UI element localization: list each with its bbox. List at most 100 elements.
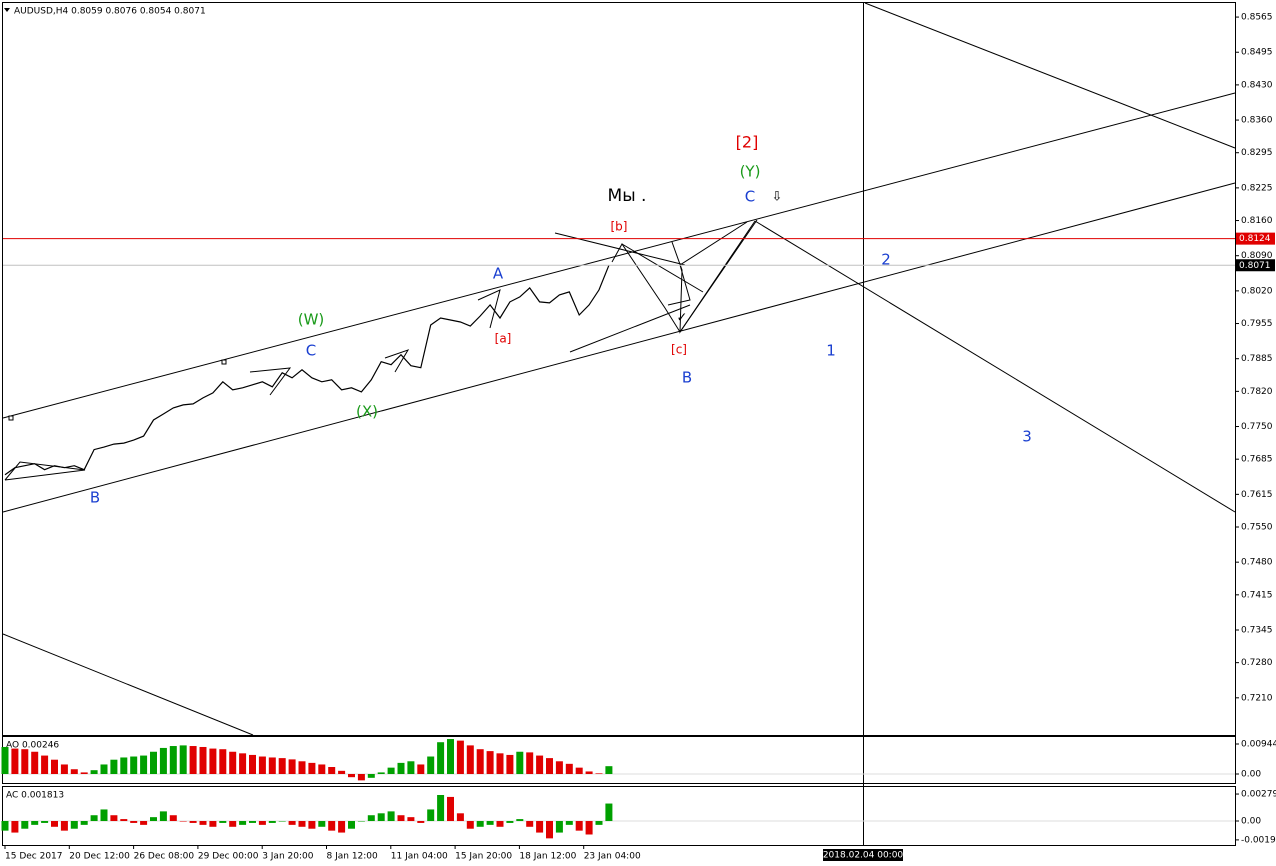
histogram-bar xyxy=(130,821,138,823)
histogram-bar xyxy=(308,821,316,829)
wave-label: Мы . xyxy=(608,186,647,206)
histogram-bar xyxy=(288,821,296,825)
trend-lines xyxy=(2,2,1236,736)
histogram-bar xyxy=(189,746,197,775)
histogram-bar xyxy=(555,821,563,833)
y-tick-label: 0.8430 xyxy=(1241,80,1273,90)
y-tick-label: 0.00 xyxy=(1241,770,1261,780)
histogram-bar xyxy=(387,811,395,822)
triangle xyxy=(477,289,501,329)
histogram-bar xyxy=(328,821,336,831)
histogram-bar xyxy=(11,821,19,833)
histogram-bar xyxy=(318,821,326,827)
cursor-box xyxy=(823,849,903,861)
histogram-bar xyxy=(199,746,207,775)
histogram-bar xyxy=(189,821,197,823)
y-tick-label: 0.7750 xyxy=(1241,422,1273,432)
histogram-bar xyxy=(526,752,534,775)
histogram-bar xyxy=(506,821,514,823)
wave-label: 2 xyxy=(881,251,891,269)
histogram-bar xyxy=(546,821,553,839)
histogram-bar xyxy=(407,817,415,822)
histogram-bar xyxy=(11,748,19,775)
cursor-label: 2018.02.04 00:00 xyxy=(823,851,904,861)
histogram-bar xyxy=(51,821,58,827)
y-tick-label: 0.7685 xyxy=(1241,455,1273,465)
price-box-label: 0.8124 xyxy=(1239,234,1271,244)
histogram-bar xyxy=(41,821,49,823)
histogram-bar xyxy=(268,821,276,823)
y-tick-label: 0.7345 xyxy=(1241,625,1273,635)
histogram-bar xyxy=(150,751,157,775)
wave-path xyxy=(667,221,748,306)
wave-label: C xyxy=(306,342,316,360)
histogram-bar xyxy=(100,764,108,775)
price-line xyxy=(4,265,610,476)
histogram-bar xyxy=(41,755,49,775)
histogram-bar xyxy=(397,815,405,822)
histogram-bar xyxy=(239,753,247,775)
histogram-bar xyxy=(150,817,157,822)
histogram-bar xyxy=(209,748,217,775)
x-tick-label: 15 Dec 2017 xyxy=(5,852,63,862)
histogram-bar xyxy=(229,821,237,827)
histogram-bar xyxy=(546,758,553,775)
y-tick-label: 0.00 xyxy=(1241,817,1261,827)
histogram-bar xyxy=(169,815,177,822)
menu-arrow xyxy=(4,8,10,12)
histogram-bar xyxy=(278,758,286,775)
y-tick-label: 0.8495 xyxy=(1241,48,1273,58)
y-tick-label: 0.7550 xyxy=(1241,523,1273,533)
ac-frame xyxy=(2,786,1236,846)
ao-title: AO 0.00246 xyxy=(6,741,59,751)
histogram-bar xyxy=(318,764,326,775)
histogram-bar xyxy=(397,762,405,775)
fan-line xyxy=(569,304,691,353)
histogram-bar xyxy=(70,769,78,775)
wave-path xyxy=(671,219,758,334)
wave-label: (Y) xyxy=(740,163,761,181)
histogram-bar xyxy=(605,766,613,775)
histogram-bar xyxy=(466,821,474,829)
histogram-bar xyxy=(278,821,286,822)
main-frame xyxy=(2,2,1236,736)
y-tick-label: 0.7615 xyxy=(1241,490,1273,500)
x-tick-label: 23 Jan 04:00 xyxy=(584,852,641,862)
anchor xyxy=(8,415,14,421)
histogram-bar xyxy=(90,815,98,822)
x-tick-label: 8 Jan 12:00 xyxy=(327,852,379,862)
histogram-bar xyxy=(100,809,108,822)
histogram-bar xyxy=(51,759,58,775)
y-tick-label: 0.7885 xyxy=(1241,354,1273,364)
price-box xyxy=(1236,232,1275,245)
histogram-bar xyxy=(159,747,167,775)
histogram-bar xyxy=(456,813,464,822)
histogram-bar xyxy=(516,751,524,775)
histogram-bar xyxy=(437,794,445,822)
histogram-bar xyxy=(120,819,128,822)
histogram-bar xyxy=(348,774,355,778)
x-tick-label: 15 Jan 20:00 xyxy=(455,852,512,862)
histogram-bar xyxy=(308,762,316,775)
histogram-bar xyxy=(110,759,118,775)
check-icon: ✓ xyxy=(677,311,688,326)
histogram-bar xyxy=(130,756,138,775)
x-tick-label: 26 Dec 08:00 xyxy=(134,852,195,862)
histogram-bar xyxy=(447,796,454,822)
histogram-bar xyxy=(179,821,187,822)
wave-label: [a] xyxy=(495,332,512,346)
wave-label: [2] xyxy=(736,133,759,152)
histogram-bar xyxy=(239,821,247,825)
histogram-bar xyxy=(179,745,187,775)
histogram-bar xyxy=(427,809,435,822)
wave-label: 1 xyxy=(826,342,836,360)
histogram-bar xyxy=(357,821,365,822)
histogram-bar xyxy=(80,821,88,825)
histogram-bar xyxy=(516,819,524,822)
histogram-bar xyxy=(417,764,425,775)
histogram-bar xyxy=(140,821,148,825)
histogram-bar xyxy=(496,753,504,775)
wave-label: C xyxy=(745,188,755,206)
histogram-bar xyxy=(338,821,346,833)
histogram-bar xyxy=(585,821,593,835)
